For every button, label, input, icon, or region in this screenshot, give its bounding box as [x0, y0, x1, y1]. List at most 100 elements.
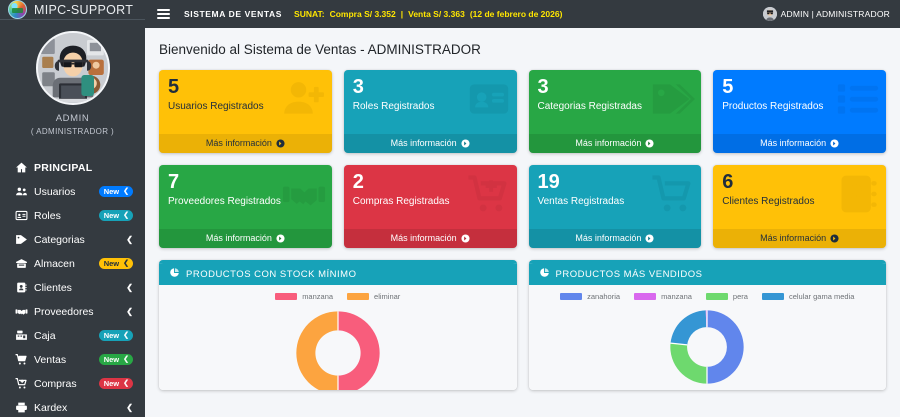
badge-new: New ❮	[98, 330, 133, 341]
sidebar-item-meta: ❮	[126, 307, 133, 316]
sidebar-item-label: Kardex	[34, 401, 68, 414]
more-info-label: Más información	[575, 138, 642, 148]
sunat-separator: |	[400, 9, 404, 19]
stat-card-body: 7 Proveedores Registrados	[159, 165, 332, 208]
legend-swatch	[634, 293, 657, 300]
panel-body: zanahoria manzana pera	[528, 285, 887, 390]
legend-label: celular gama media	[788, 292, 855, 301]
sidebar-item-meta: ❮	[126, 235, 133, 244]
legend-item[interactable]: celular gama media	[761, 292, 855, 301]
chevron-left-icon: ❮	[126, 307, 133, 316]
more-info-label: Más información	[760, 138, 827, 148]
arrow-circle-right-icon	[645, 233, 654, 243]
more-info-link[interactable]: Más información	[528, 134, 702, 153]
stat-label: Ventas Registradas	[537, 196, 625, 207]
stat-card-usuarios[interactable]: 5 Usuarios Registrados Más información	[159, 70, 332, 153]
legend-item[interactable]: manzana	[634, 292, 692, 301]
pie-chart-icon	[539, 267, 550, 281]
sidebar-item-caja[interactable]: Caja New ❮	[4, 324, 141, 347]
sidebar-menu: PRINCIPAL Usuarios New ❮ Roles New ❮	[0, 151, 145, 417]
doughnut-chart-mas-vendidos[interactable]	[529, 303, 887, 390]
sidebar-item-compras[interactable]: Compras New ❮	[4, 372, 141, 395]
legend-swatch	[347, 293, 370, 300]
user-avatar-icon	[762, 7, 777, 21]
sunat-compra: Compra S/ 3.352	[329, 9, 396, 19]
legend-label: manzana	[661, 292, 692, 301]
chevron-left-icon: ❮	[126, 403, 133, 412]
tag-icon	[12, 233, 30, 246]
id-card-icon	[12, 209, 30, 222]
user-plus-icon	[282, 77, 326, 126]
legend-item[interactable]: pera	[705, 292, 748, 301]
sidebar-item-kardex[interactable]: Kardex ❮	[4, 396, 141, 417]
sunat-exchange-rate: SUNAT: Compra S/ 3.352 | Venta S/ 3.363 …	[294, 9, 562, 19]
profile-name: ADMIN	[55, 113, 90, 124]
doughnut-chart-stock-minimo[interactable]	[159, 303, 517, 390]
sidebar-item-label: Clientes	[34, 281, 72, 294]
badge-new: New ❮	[98, 210, 133, 221]
stat-card-clientes[interactable]: 6 Clientes Registrados Más información	[713, 165, 886, 248]
sidebar-item-clientes[interactable]: Clientes ❮	[4, 276, 141, 299]
stat-card-body: 5 Usuarios Registrados	[159, 70, 332, 113]
legend-item[interactable]: eliminar	[347, 292, 400, 301]
sidebar-item-label: Usuarios	[34, 185, 76, 198]
sidebar-item-roles[interactable]: Roles New ❮	[4, 204, 141, 227]
chevron-left-icon: ❮	[126, 235, 133, 244]
main-area: SISTEMA DE VENTAS SUNAT: Compra S/ 3.352…	[145, 0, 900, 417]
arrow-circle-right-icon	[645, 138, 654, 148]
stat-label: Categorias Registradas	[537, 101, 643, 112]
chevron-left-icon: ❮	[126, 283, 133, 292]
stat-label: Proveedores Registrados	[168, 196, 281, 207]
stat-value: 19	[537, 171, 560, 193]
more-info-link[interactable]: Más información	[528, 229, 702, 248]
stat-value: 3	[352, 76, 364, 98]
panel-header: PRODUCTOS CON STOCK MÍNIMO	[159, 263, 517, 285]
users-icon	[12, 185, 30, 198]
arrow-circle-right-icon	[461, 138, 470, 148]
legend-item[interactable]: zanahoria	[560, 292, 620, 301]
chart-legend: zanahoria manzana pera	[529, 285, 887, 303]
sunat-venta: Venta S/ 3.363	[408, 9, 465, 19]
more-info-link[interactable]: Más información	[713, 229, 886, 248]
legend-label: manzana	[302, 292, 334, 301]
handshake-icon	[282, 172, 326, 221]
hamburger-icon[interactable]	[155, 7, 172, 21]
legend-swatch	[705, 293, 728, 300]
more-info-link[interactable]: Más información	[159, 229, 332, 248]
arrow-circle-right-icon	[830, 138, 839, 148]
more-info-label: Más información	[390, 138, 457, 148]
more-info-label: Más información	[575, 233, 642, 243]
cart-plus-icon	[467, 172, 511, 221]
stat-card-ventas[interactable]: 19 Ventas Registradas Más información	[528, 165, 702, 248]
stat-card-productos[interactable]: 5 Productos Registrados Más información	[713, 70, 886, 153]
brand-link[interactable]: MIPC-SUPPORT	[0, 0, 145, 20]
more-info-label: Más información	[205, 138, 272, 148]
sidebar-item-almacen[interactable]: Almacen New ❮	[4, 252, 141, 275]
sidebar-item-categorias[interactable]: Categorias ❮	[4, 228, 141, 251]
sidebar-item-usuarios[interactable]: Usuarios New ❮	[4, 180, 141, 203]
arrow-circle-right-icon	[276, 233, 285, 243]
badge-new: New ❮	[98, 378, 133, 389]
sidebar-item-meta: New ❮	[98, 258, 133, 269]
cart-plus-icon	[12, 377, 30, 390]
stat-card-proveedores[interactable]: 7 Proveedores Registrados Más informació…	[159, 165, 332, 248]
legend-item[interactable]: manzana	[275, 292, 333, 301]
sidebar-item-proveedores[interactable]: Proveedores ❮	[4, 300, 141, 323]
more-info-link[interactable]: Más información	[343, 134, 517, 153]
more-info-link[interactable]: Más información	[343, 229, 517, 248]
profile-avatar-icon[interactable]	[35, 31, 110, 105]
more-info-label: Más información	[205, 233, 272, 243]
sidebar-item-ventas[interactable]: Ventas New ❮	[4, 348, 141, 371]
more-info-link[interactable]: Más información	[159, 134, 332, 153]
sidebar-item-meta: New ❮	[98, 378, 133, 389]
sidebar-item-principal[interactable]: PRINCIPAL	[4, 156, 141, 179]
tags-icon	[651, 77, 696, 126]
legend-swatch	[275, 293, 298, 300]
more-info-link[interactable]: Más información	[713, 134, 886, 153]
navbar-user-menu[interactable]: ADMIN | ADMINISTRADOR	[762, 7, 890, 21]
stat-card-categorias[interactable]: 3 Categorias Registradas Más información	[528, 70, 702, 153]
stat-card-compras[interactable]: 2 Compras Registradas Más información	[343, 165, 517, 248]
legend-swatch	[560, 293, 583, 300]
stat-card-roles[interactable]: 3 Roles Registrados Más información	[343, 70, 517, 153]
stat-card-body: 3 Categorias Registradas	[529, 70, 702, 113]
